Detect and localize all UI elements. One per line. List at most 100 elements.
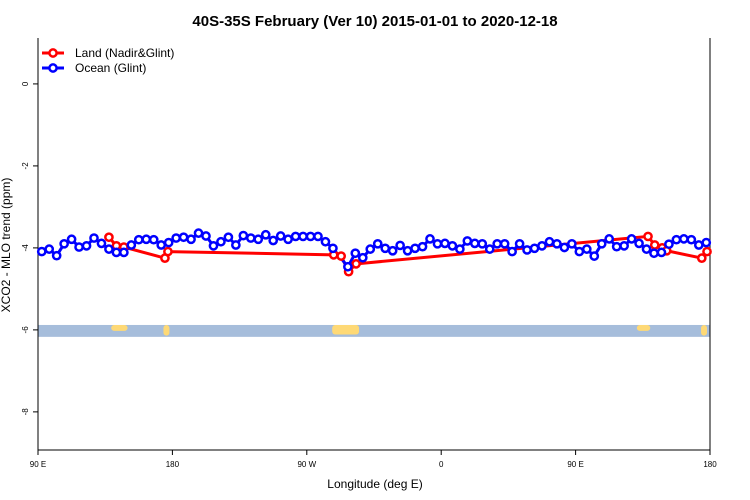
ocean-data-point bbox=[544, 236, 555, 247]
ocean-data-point bbox=[402, 245, 413, 256]
land-data-point bbox=[702, 246, 712, 257]
ocean-data-point bbox=[223, 232, 234, 243]
legend-land-label: Land (Nadir&Glint) bbox=[75, 46, 174, 60]
ocean-data-point bbox=[477, 238, 488, 249]
ocean-data-point bbox=[447, 240, 458, 251]
ocean-data-point bbox=[462, 236, 473, 246]
ocean-data-point bbox=[611, 241, 622, 252]
ocean-data-point bbox=[156, 240, 167, 250]
ocean-data-point bbox=[440, 238, 450, 249]
ocean-data-point bbox=[574, 246, 585, 257]
ocean-data-point bbox=[111, 247, 122, 258]
ocean-data-point bbox=[455, 244, 465, 254]
land-patch bbox=[111, 324, 128, 331]
ocean-data-point bbox=[619, 240, 629, 251]
ocean-data-point bbox=[425, 234, 435, 244]
ocean-data-point bbox=[656, 247, 667, 258]
ocean-data-point bbox=[649, 248, 659, 259]
ocean-data-point bbox=[44, 244, 55, 254]
ocean-data-point bbox=[253, 234, 264, 245]
land-mask-strip bbox=[38, 324, 710, 337]
land-patch bbox=[636, 324, 651, 331]
y-axis-label: XCO2 - MLO trend (ppm) bbox=[0, 178, 13, 313]
ocean-data-point bbox=[193, 228, 204, 238]
ocean-data-point bbox=[133, 234, 144, 245]
land-patch bbox=[163, 324, 170, 336]
ocean-data-point bbox=[51, 250, 62, 261]
ocean-data-point bbox=[514, 238, 525, 249]
ocean-data-point bbox=[343, 261, 353, 272]
x-tick-label: 180 bbox=[703, 460, 717, 469]
ocean-data-point bbox=[268, 235, 279, 246]
ocean-data-point bbox=[231, 240, 241, 250]
ocean-data-point bbox=[507, 246, 517, 257]
ocean-data-point bbox=[395, 240, 405, 251]
x-tick-label: 90 E bbox=[567, 460, 583, 469]
axes: 90 E 180 90 W 0 90 E 180 0 -2 -4 -6 -8 bbox=[21, 38, 717, 469]
ocean-data-point bbox=[686, 234, 697, 245]
ocean-data-point bbox=[36, 246, 47, 257]
land-data-point bbox=[351, 259, 361, 269]
land-patch bbox=[332, 324, 360, 335]
ocean-data-point bbox=[163, 237, 174, 248]
ocean-data-point bbox=[469, 238, 480, 249]
ocean-data-point bbox=[626, 234, 637, 244]
ocean-data-point bbox=[178, 232, 189, 243]
ocean-data-point bbox=[350, 248, 361, 259]
ocean-data-point bbox=[484, 244, 495, 254]
ocean-data-point bbox=[283, 234, 293, 245]
ocean-data-point bbox=[522, 245, 532, 255]
ocean-data-point bbox=[387, 245, 398, 256]
ocean-data-point bbox=[305, 231, 316, 242]
ocean-data-point bbox=[634, 238, 644, 249]
y-tick-label: 0 bbox=[21, 81, 30, 86]
y-tick-label: -6 bbox=[21, 326, 30, 334]
ocean-data-point bbox=[529, 243, 540, 254]
ocean-data-point bbox=[59, 238, 69, 249]
land-data-point bbox=[163, 246, 173, 257]
ocean-data-point bbox=[126, 240, 137, 250]
ocean-data-point bbox=[245, 233, 256, 243]
ocean-data-point bbox=[290, 231, 301, 242]
ocean-data-point bbox=[581, 244, 592, 254]
land-data-point bbox=[104, 232, 114, 243]
land-data-point bbox=[649, 240, 660, 250]
ocean-data-point bbox=[499, 238, 510, 249]
series-layer bbox=[36, 228, 712, 277]
ocean-data-point bbox=[298, 231, 308, 242]
ocean-data-point bbox=[104, 244, 114, 254]
ocean-data-point bbox=[89, 233, 99, 243]
ocean-data-point bbox=[148, 234, 159, 245]
ocean-data-point bbox=[567, 238, 577, 249]
land-data-point bbox=[696, 253, 707, 263]
ocean-data-point bbox=[537, 240, 547, 251]
ocean-band bbox=[38, 324, 710, 337]
y-tick-label: -4 bbox=[21, 244, 30, 252]
ocean-data-point bbox=[664, 239, 674, 250]
ocean-data-point bbox=[96, 238, 107, 249]
legend: Land (Nadir&Glint)Ocean (Glint) bbox=[42, 46, 174, 75]
ocean-data-point bbox=[693, 240, 704, 250]
ocean-data-point bbox=[365, 244, 376, 254]
x-tick-label: 90 E bbox=[30, 460, 46, 469]
land-data-point bbox=[643, 231, 653, 242]
ocean-data-point bbox=[604, 234, 615, 244]
ocean-data-point bbox=[417, 241, 428, 252]
ocean-data-point bbox=[701, 237, 712, 248]
ocean-data-point bbox=[589, 251, 600, 261]
ocean-data-point bbox=[260, 229, 271, 240]
ocean-data-point bbox=[641, 244, 652, 254]
land-patch bbox=[701, 324, 708, 336]
ocean-data-point bbox=[432, 238, 443, 249]
ocean-data-point bbox=[186, 234, 196, 245]
ocean-data-point bbox=[372, 238, 383, 249]
ocean-data-point bbox=[66, 234, 77, 245]
ocean-data-point bbox=[679, 234, 689, 244]
x-tick-label: 0 bbox=[439, 460, 444, 469]
ocean-data-point bbox=[328, 243, 338, 254]
y-tick-label: -8 bbox=[21, 408, 30, 416]
ocean-data-point bbox=[559, 242, 570, 253]
ocean-data-point bbox=[216, 236, 226, 247]
ocean-data-point bbox=[201, 231, 211, 241]
